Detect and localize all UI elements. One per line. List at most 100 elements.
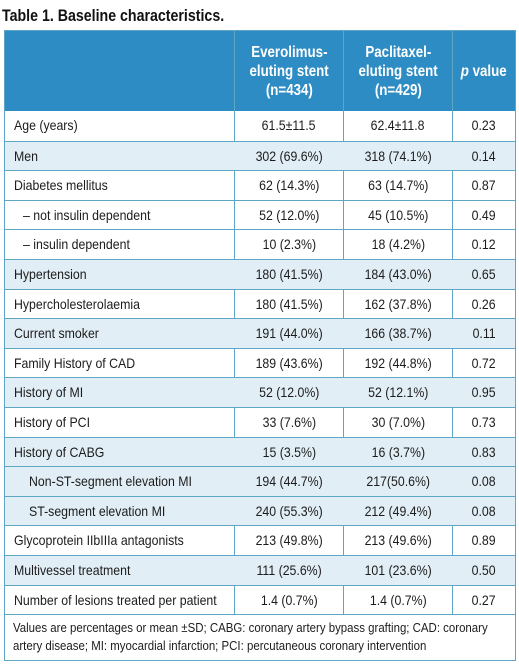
table-row: History of MI 52 (12.0%) 52 (12.1%) 0.95 — [5, 377, 515, 408]
cell-p-value-text: 0.23 — [472, 117, 496, 133]
cell-everolimus: 61.5±11.5 — [235, 111, 343, 140]
cell-p-value: 0.27 — [453, 586, 515, 615]
cell-p-value-text: 0.73 — [472, 414, 496, 430]
cell-paclitaxel-text: 213 (49.6%) — [364, 532, 432, 549]
table-title: Table 1. Baseline characteristics. — [2, 7, 225, 25]
cell-paclitaxel: 52 (12.1%) — [344, 378, 452, 407]
row-label-text: History of MI — [14, 384, 84, 401]
cell-p-value: 0.87 — [453, 171, 515, 200]
header-everolimus-line-1: Everolimus- — [250, 43, 328, 61]
row-label-text: Men — [14, 147, 38, 164]
row-label-text: History of CABG — [14, 443, 105, 460]
cell-everolimus: 62 (14.3%) — [235, 171, 343, 200]
header-everolimus: Everolimus- eluting stent (n=434) — [235, 31, 343, 111]
header-p-value: p value — [453, 31, 515, 111]
cell-p-value: 0.23 — [453, 111, 515, 140]
cell-paclitaxel-text: 63 (14.7%) — [367, 177, 429, 194]
cell-paclitaxel: 166 (38.7%) — [344, 319, 452, 348]
table-footnote: Values are percentages or mean ±SD; CABG… — [5, 614, 515, 660]
cell-everolimus-text: 213 (49.8%) — [255, 532, 323, 549]
row-label: Age (years) — [14, 111, 234, 140]
table-row: Current smoker 191 (44.0%) 166 (38.7%) 0.11 — [5, 318, 515, 349]
cell-everolimus: 240 (55.3%) — [235, 497, 343, 526]
cell-everolimus: 189 (43.6%) — [235, 349, 343, 378]
cell-everolimus-text: 1.4 (0.7%) — [260, 591, 318, 608]
cell-everolimus: 213 (49.8%) — [235, 526, 343, 555]
cell-paclitaxel: 45 (10.5%) — [344, 201, 452, 230]
header-paclitaxel-line-1: Paclitaxel- — [365, 43, 431, 61]
cell-everolimus: 10 (2.3%) — [235, 230, 343, 259]
cell-everolimus: 111 (25.6%) — [235, 556, 343, 585]
cell-everolimus: 33 (7.6%) — [235, 408, 343, 437]
cell-p-value-text: 0.89 — [472, 532, 496, 549]
cell-everolimus-text: 61.5±11.5 — [262, 117, 316, 133]
table-row: Age (years) 61.5±11.5 62.4±11.8 0.23 — [5, 111, 515, 140]
cell-p-value-text: 0.08 — [472, 473, 496, 490]
cell-paclitaxel-text: 217(50.6%) — [366, 473, 430, 490]
cell-everolimus-text: 52 (12.0%) — [258, 384, 320, 401]
baseline-table: Everolimus- eluting stent (n=434) Paclit… — [4, 30, 516, 661]
header-everolimus-line-2: eluting stent — [249, 62, 329, 80]
cell-everolimus: 52 (12.0%) — [235, 201, 343, 230]
cell-everolimus-text: 62 (14.3%) — [258, 177, 320, 194]
cell-p-value-text: 0.12 — [472, 236, 496, 253]
row-label: Multivessel treatment — [14, 556, 234, 585]
cell-p-value-text: 0.08 — [472, 502, 496, 519]
table-row: Number of lesions treated per patient 1.4… — [5, 584, 515, 615]
cell-p-value-text: 0.65 — [472, 266, 496, 282]
cell-everolimus-text: 33 (7.6%) — [262, 414, 316, 430]
row-label: History of MI — [14, 378, 234, 407]
cell-p-value-text: 0.14 — [472, 147, 496, 164]
row-label: Hypercholesterolaemia — [14, 290, 234, 319]
header-paclitaxel: Paclitaxel- eluting stent (n=429) — [344, 31, 452, 111]
row-label: ST-segment elevation MI — [29, 497, 249, 526]
row-label-text: – not insulin dependent — [23, 206, 151, 223]
cell-paclitaxel-text: 318 (74.1%) — [364, 147, 432, 164]
cell-p-value: 0.12 — [453, 230, 515, 259]
cell-everolimus: 180 (41.5%) — [235, 260, 343, 289]
header-value-word: value — [472, 62, 507, 80]
row-label-text: Multivessel treatment — [14, 562, 131, 578]
cell-p-value: 0.49 — [453, 201, 515, 230]
table-row: Diabetes mellitus 62 (14.3%) 63 (14.7%) 0.8… — [5, 170, 515, 200]
cell-p-value-text: 0.26 — [472, 295, 496, 312]
cell-everolimus-text: 180 (41.5%) — [255, 266, 323, 282]
cell-paclitaxel: 63 (14.7%) — [344, 171, 452, 200]
cell-paclitaxel-text: 16 (3.7%) — [371, 443, 425, 460]
table-row: History of CABG 15 (3.5%) 16 (3.7%) 0.83 — [5, 436, 515, 467]
table-row: – insulin dependent 10 (2.3%) 18 (4.2%) 0.1… — [5, 229, 515, 259]
cell-p-value: 0.08 — [453, 467, 515, 496]
row-label: Number of lesions treated per patient — [14, 586, 234, 615]
cell-paclitaxel-text: 101 (23.6%) — [364, 562, 432, 578]
cell-p-value-text: 0.49 — [472, 206, 496, 223]
cell-paclitaxel-text: 45 (10.5%) — [367, 206, 429, 223]
cell-everolimus: 15 (3.5%) — [235, 438, 343, 467]
cell-paclitaxel-text: 52 (12.1%) — [367, 384, 429, 401]
row-label-text: Hypertension — [14, 266, 87, 282]
row-label: – insulin dependent — [23, 230, 243, 259]
header-p-letter: p — [461, 62, 470, 80]
cell-paclitaxel-text: 162 (37.8%) — [364, 295, 432, 312]
row-label: Family History of CAD — [14, 349, 234, 378]
table-row: Family History of CAD 189 (43.6%) 192 (44.… — [5, 347, 515, 378]
table-row: Non-ST-segment elevation MI 194 (44.7%) 21… — [5, 466, 515, 497]
cell-p-value: 0.14 — [453, 142, 515, 171]
table-header: Everolimus- eluting stent (n=434) Paclit… — [5, 31, 515, 111]
row-label: History of PCI — [14, 408, 234, 437]
cell-everolimus-text: 189 (43.6%) — [255, 354, 323, 371]
cell-everolimus: 194 (44.7%) — [235, 467, 343, 496]
cell-everolimus-text: 111 (25.6%) — [256, 562, 322, 578]
cell-everolimus-text: 52 (12.0%) — [258, 206, 320, 223]
cell-paclitaxel-text: 192 (44.8%) — [364, 354, 432, 371]
cell-paclitaxel: 1.4 (0.7%) — [344, 586, 452, 615]
cell-paclitaxel-text: 30 (7.0%) — [371, 414, 425, 430]
cell-everolimus-text: 191 (44.0%) — [255, 325, 323, 342]
cell-everolimus-text: 194 (44.7%) — [255, 473, 323, 490]
table-row: – not insulin dependent 52 (12.0%) 45 (10.… — [5, 199, 515, 230]
cell-paclitaxel-text: 1.4 (0.7%) — [369, 591, 427, 608]
cell-paclitaxel-text: 212 (49.4%) — [364, 502, 432, 519]
row-label-text: Hypercholesterolaemia — [14, 295, 141, 312]
cell-p-value-text: 0.11 — [472, 325, 496, 342]
cell-p-value-text: 0.50 — [472, 562, 496, 578]
header-everolimus-line-3: (n=434) — [265, 81, 313, 99]
